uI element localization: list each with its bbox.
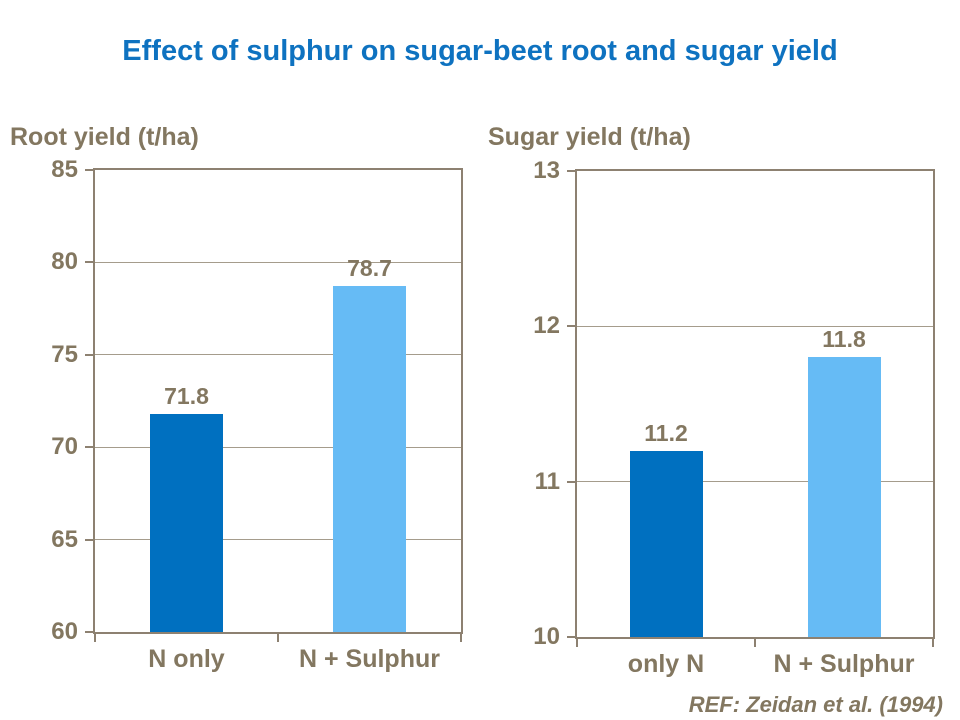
category-label: only N [627,650,705,678]
y-axis-tick [567,636,575,638]
x-axis-tick [460,634,462,642]
y-axis-tick-label: 75 [51,340,78,368]
category-label: N only [148,645,225,673]
y-axis-tick-label: 13 [533,157,560,184]
x-axis-tick [277,634,279,642]
y-axis-tick [85,446,93,449]
gridline-80 [95,261,461,263]
sugar-yield-plot-area: 13 12 11 10 11.2 only N 11.8 N + Sulphur [533,157,935,677]
y-axis-tick-label: 11 [534,467,560,495]
y-axis-tick-label: 10 [533,623,560,650]
category-label: N + Sulphur [299,645,440,673]
x-axis-tick [932,639,934,647]
gridline-11 [577,481,933,483]
gridline-65 [95,539,461,541]
root-yield-chart-title: Root yield (t/ha) [10,123,199,151]
bar-n-sulphur [807,357,881,637]
y-axis-tick [85,538,93,541]
reference-text: REF: Zeidan et al. (1994) [688,692,943,717]
y-axis-tick [85,353,93,356]
bar-value-label: 71.8 [164,382,209,409]
y-axis-tick [567,480,575,483]
y-axis-tick-label: 60 [51,618,78,645]
y-axis-tick-label: 12 [533,312,560,340]
y-axis-tick-label: 80 [51,248,78,276]
bar-value-label: 11.2 [644,419,688,446]
y-axis-tick-label: 65 [51,525,78,553]
category-label: N + Sulphur [773,650,915,678]
y-axis-tick [85,631,93,633]
root-yield-plot-area: 85 80 75 70 65 60 71.8 N only 78.7 N + Sulphur [51,156,463,672]
y-axis-tick [85,169,93,171]
sugar-yield-chart-title: Sugar yield (t/ha) [488,123,691,151]
x-axis-tick [754,639,756,647]
x-axis-tick [576,639,578,647]
page-title: Effect of sulphur on sugar-beet root and… [122,35,838,67]
bar-value-label: 11.8 [822,326,866,353]
gridline-70 [95,446,461,448]
y-axis-tick [567,170,575,172]
y-axis-tick-label: 70 [51,433,78,461]
y-axis-tick [85,261,93,264]
bar-n-sulphur [333,286,406,632]
gridline-12 [577,325,933,327]
gridline-75 [95,354,461,356]
y-axis-tick [567,325,575,328]
x-axis-tick [94,634,96,642]
y-axis-tick-label: 85 [51,156,78,183]
bar-only-n [629,450,703,637]
bar-value-label: 78.7 [347,255,392,282]
bar-n-only [150,413,223,632]
